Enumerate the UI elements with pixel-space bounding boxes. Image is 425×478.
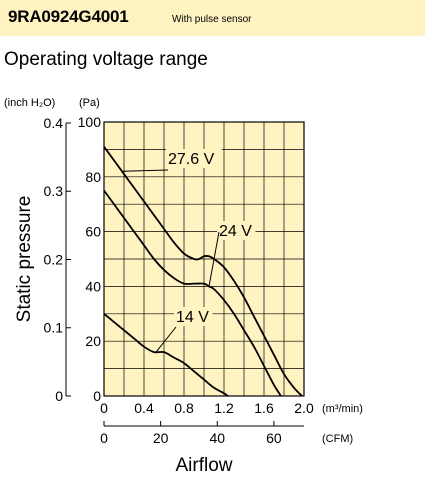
series-label-bg — [166, 149, 222, 168]
x-tick-label: 0.4 — [134, 400, 154, 416]
y-tick-label: 20 — [85, 333, 101, 349]
series-leader-line — [208, 231, 220, 287]
section-title: Operating voltage range — [4, 49, 208, 70]
x-tick-label: 2.0 — [294, 400, 314, 416]
model-number: 9RA0924G4001 — [8, 7, 129, 26]
x-axis-title: Airflow — [175, 455, 232, 476]
y2-unit-label: (inch H₂O) — [4, 97, 55, 109]
y-axis-title: Static pressure — [14, 196, 35, 323]
series-leader-line — [155, 326, 177, 353]
header-bar — [0, 0, 425, 36]
x-tick-label: 1.6 — [254, 400, 274, 416]
y-tick-label: 80 — [85, 169, 101, 185]
y2-tick-label: 0.2 — [44, 251, 64, 267]
y2-tick-label: 0 — [55, 388, 63, 404]
x2-tick-label: 40 — [209, 430, 225, 446]
y-tick-label: 0 — [93, 388, 101, 404]
series-label: 27.6 V — [168, 151, 215, 168]
series-line-2 — [103, 189, 282, 397]
x-tick-label: 0 — [100, 400, 108, 416]
sensor-note: With pulse sensor — [172, 14, 252, 25]
x2-tick-label: 20 — [153, 430, 169, 446]
x2-unit-label: (CFM) — [322, 433, 353, 445]
y-tick-label: 40 — [85, 278, 101, 294]
y2-tick-label: 0.3 — [44, 183, 64, 199]
y2-tick-label: 0.4 — [44, 115, 64, 131]
series-label: 14 V — [176, 309, 209, 326]
plot-frame — [103, 121, 305, 397]
y-tick-label: 60 — [85, 224, 101, 240]
series-label: 24 V — [219, 223, 252, 240]
x-tick-label: 1.2 — [214, 400, 234, 416]
x2-tick-label: 60 — [266, 430, 282, 446]
series-label-bg — [174, 307, 213, 326]
y-tick-label: 100 — [78, 114, 102, 130]
series-line-3 — [103, 313, 229, 397]
y-unit-label: (Pa) — [79, 97, 100, 109]
series-line-1 — [103, 146, 303, 397]
series-leader-line — [121, 169, 169, 172]
x2-tick-label: 0 — [100, 430, 108, 446]
y2-tick-label: 0.1 — [44, 320, 64, 336]
x-unit-label: (m³/min) — [322, 403, 363, 415]
series-label-bg — [217, 221, 256, 240]
x-tick-label: 0.8 — [174, 400, 194, 416]
